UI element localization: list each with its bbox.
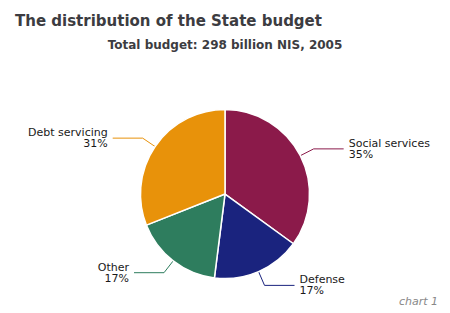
svg-text:Other: Other — [97, 260, 129, 274]
svg-text:Total budget: 298 billion NIS,: Total budget: 298 billion NIS, 2005 — [108, 38, 343, 52]
svg-text:17%: 17% — [300, 284, 324, 297]
svg-text:The distribution of the State: The distribution of the State budget — [15, 12, 322, 30]
svg-text:Debt servicing: Debt servicing — [28, 126, 108, 140]
svg-text:chart 1: chart 1 — [399, 295, 438, 308]
svg-text:17%: 17% — [105, 272, 129, 285]
svg-text:Social services: Social services — [348, 136, 430, 150]
svg-text:31%: 31% — [83, 137, 107, 150]
svg-text:Defense: Defense — [299, 273, 345, 287]
svg-text:35%: 35% — [349, 148, 373, 161]
